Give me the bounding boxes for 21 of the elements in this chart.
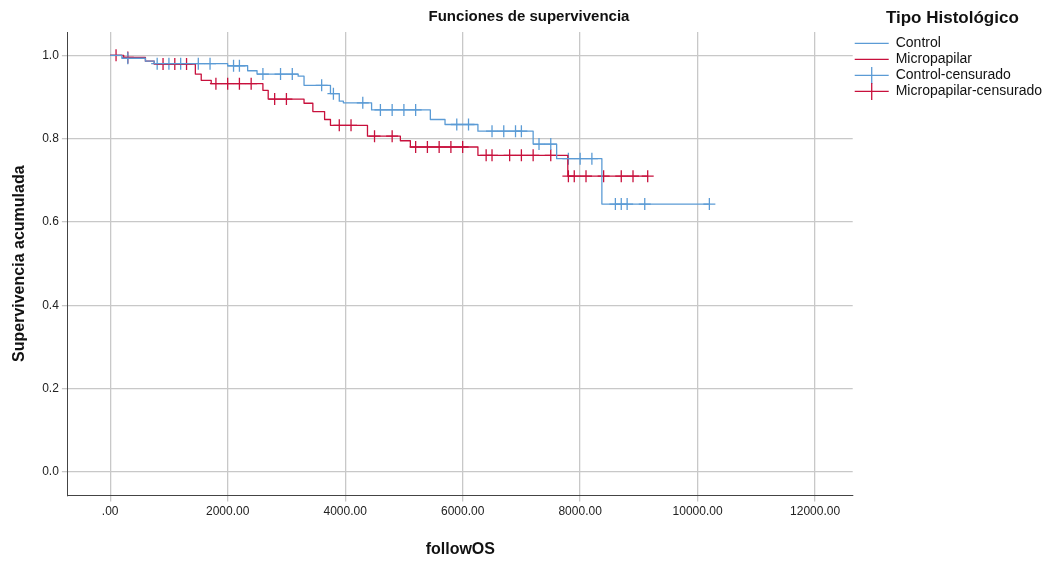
legend-title: Tipo Histológico [885, 8, 1019, 28]
chart-title: Funciones de supervivencia [428, 7, 631, 25]
legend-label: Control [895, 34, 941, 51]
x-axis-title: followOS [425, 539, 496, 557]
y-tick-label: 0.0 [42, 464, 60, 479]
y-tick-label: 1.0 [42, 47, 60, 62]
x-tick-label: 8000.00 [558, 503, 603, 518]
x-tick-label: 10000.00 [672, 503, 723, 518]
y-tick-label: 0.4 [42, 297, 60, 312]
legend-label: Micropapilar [895, 50, 973, 67]
y-axis-title: Supervivencia acumulada [10, 165, 28, 362]
x-tick-label: 2000.00 [205, 503, 250, 518]
legend-label: Micropapilar-censurado [895, 82, 1043, 99]
y-tick-label: 0.8 [42, 130, 60, 145]
y-tick-label: 0.6 [42, 214, 60, 229]
legend-label: Control-censurado [895, 66, 1012, 83]
x-tick-label: 6000.00 [440, 503, 485, 518]
x-tick-label: .00 [101, 503, 119, 518]
y-tick-label: 0.2 [42, 381, 60, 396]
x-tick-label: 12000.00 [790, 503, 841, 518]
x-tick-label: 4000.00 [323, 503, 368, 518]
